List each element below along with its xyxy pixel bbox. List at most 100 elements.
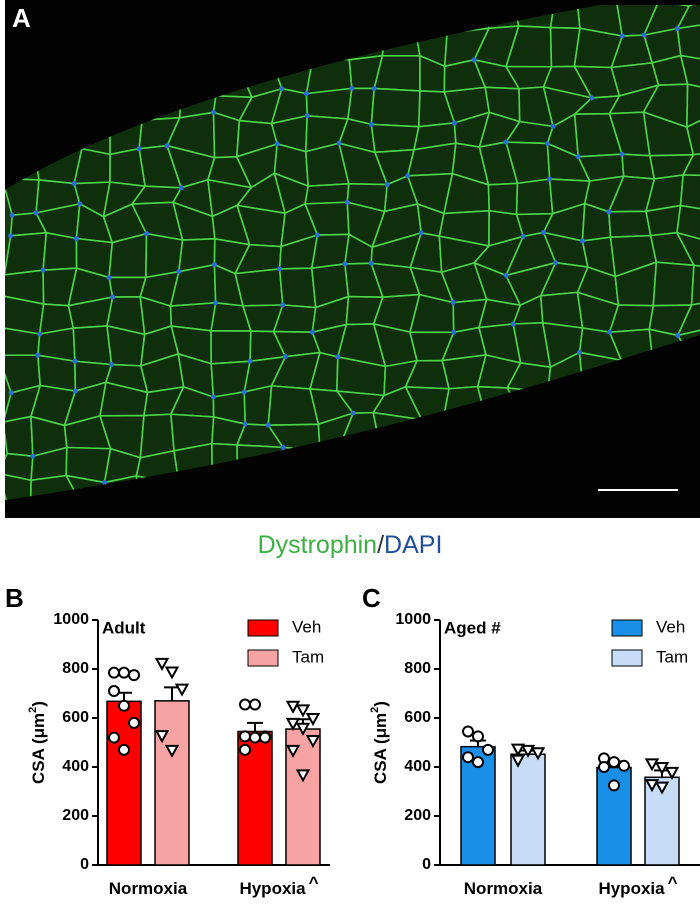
nucleus [309,329,315,335]
y-label-part: CSA (μm [371,713,390,784]
fiber [347,87,376,126]
nucleus [575,154,581,160]
data-point [530,747,546,761]
x-tick-label: Normoxia [464,879,543,898]
nucleus [510,321,516,327]
nucleus [607,329,613,335]
y-tick-label: 1000 [53,611,89,628]
y-label-part: 2 [27,707,39,713]
nucleus [619,33,625,39]
nucleus [674,26,680,32]
y-tick-label: 600 [62,709,89,726]
data-point [285,700,301,714]
data-point [239,698,251,711]
nucleus [451,329,457,335]
fiber [676,231,700,270]
nucleus [418,230,424,236]
nucleus [450,300,456,306]
nucleus [109,362,115,368]
fiber [676,22,700,62]
data-point [239,730,251,743]
fiber [370,87,421,128]
data-point [644,779,660,793]
x-tick-label: Hypoxia ^ [239,873,318,898]
data-point [154,657,170,671]
category: Normoxia [109,879,188,898]
caption: Dystrophin/DAPI [258,531,443,559]
fiber [515,178,554,216]
nucleus [503,139,509,145]
fiber [212,111,241,159]
nucleus [641,32,647,38]
nucleus [242,421,248,427]
nucleus [541,229,547,235]
fiber [210,330,252,365]
nucleus [40,267,46,273]
nucleus [72,388,78,394]
data-point [472,730,484,743]
nucleus [384,182,390,188]
data-point [295,769,311,783]
nucleus [335,354,341,360]
data-point [472,756,484,769]
caption-part: Dystrophin [258,531,378,559]
data-point [108,731,120,744]
legend-label: Veh [656,617,685,636]
nucleus [675,332,681,338]
fiber [5,232,48,276]
fiber [690,264,700,306]
fiber [5,472,32,500]
legend-swatch [247,649,279,667]
y-tick-label: 600 [404,709,431,726]
fiber [5,452,34,482]
data-point [108,666,120,679]
data-point [285,744,301,758]
data-point [654,781,670,795]
nucleus [35,352,41,358]
nucleus [164,143,170,149]
nucleus [176,269,182,275]
bar [154,700,190,866]
y-tick-label: 0 [422,856,431,873]
data-point [174,683,190,697]
panel-label: C [362,583,381,613]
y-tick-label: 800 [404,660,431,677]
data-point [608,756,620,769]
legend-swatch [611,649,643,667]
nucleus [211,109,217,115]
category: Normoxia [464,879,543,898]
legend-swatch [611,619,643,637]
nucleus [544,140,550,146]
data-point [164,666,180,680]
fiber [243,385,273,427]
fiber [487,182,519,216]
nucleus [110,294,116,300]
y-tick-label: 400 [62,758,89,775]
nucleus [577,349,583,355]
nucleus [304,113,310,119]
bar [510,753,546,866]
fiber [305,87,353,120]
data-point [305,735,321,749]
nucleus [547,176,553,182]
data-point [618,759,630,772]
data-point [654,762,670,776]
data-point [118,699,130,712]
y-label-part: ) [29,701,48,707]
nucleus [368,260,374,266]
fiber [686,113,700,156]
fiber [676,5,700,30]
y-axis-label: CSA (μm2) [27,701,49,784]
data-point [249,698,261,711]
fiber [679,174,700,213]
panel-label: B [5,583,24,613]
data-point [644,758,660,772]
fiber [645,204,682,237]
fiber [304,183,350,205]
nucleus [211,262,217,268]
data-point [239,743,251,756]
data-point [462,725,474,738]
data-point [295,722,311,736]
nucleus [371,85,377,91]
